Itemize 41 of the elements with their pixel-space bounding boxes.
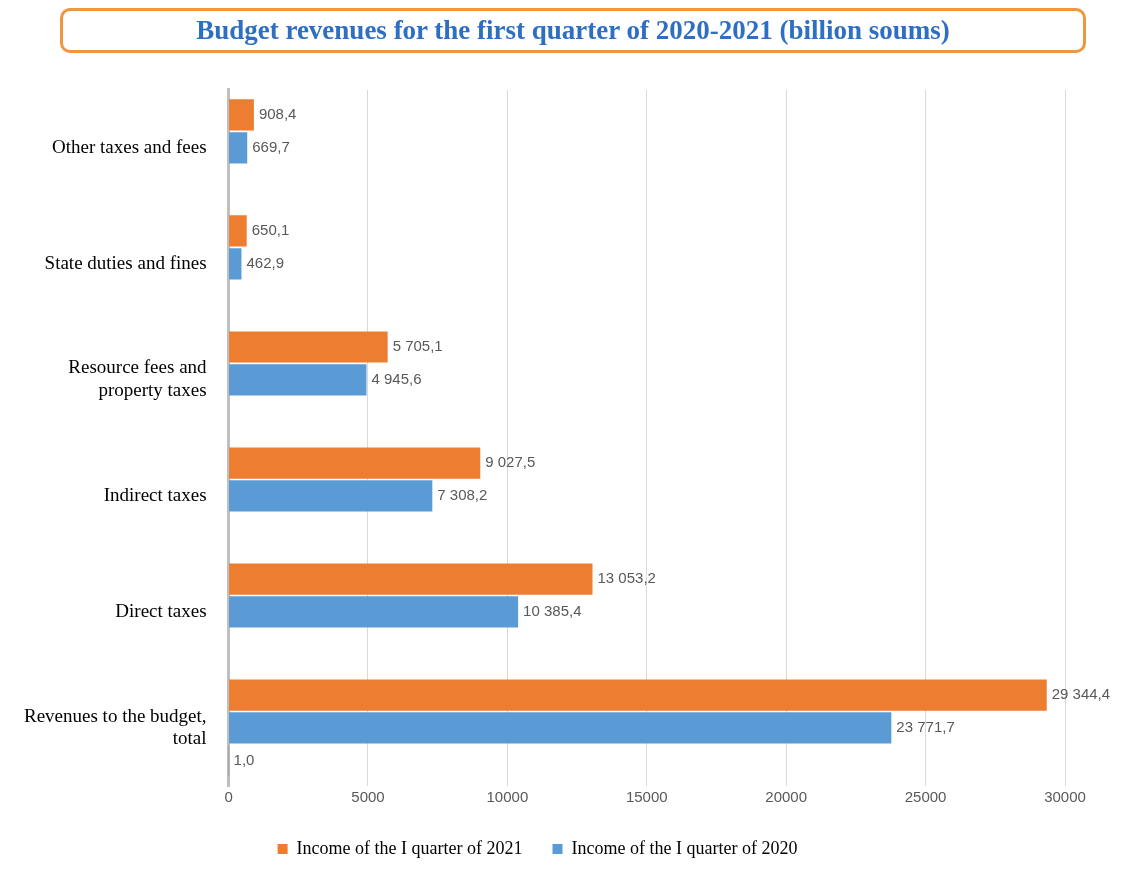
bar xyxy=(229,215,247,247)
data-label: 13 053,2 xyxy=(597,569,656,587)
x-tick-label: 15000 xyxy=(625,788,668,806)
bar xyxy=(229,480,433,512)
data-label: 650,1 xyxy=(251,221,290,239)
x-tick-label: 0 xyxy=(224,788,233,806)
bar xyxy=(229,447,481,479)
bar xyxy=(229,132,248,164)
y-tick-label: Revenues to the budget, total xyxy=(23,704,207,749)
data-label: 462,9 xyxy=(246,253,285,271)
data-label: 669,7 xyxy=(252,137,290,155)
y-tick-label: Resource fees and property taxes xyxy=(68,356,208,401)
data-label: 908,4 xyxy=(258,105,297,123)
data-label: 4 945,6 xyxy=(371,370,422,388)
data-label: 9 027,5 xyxy=(485,453,536,471)
data-label: 5 705,1 xyxy=(392,337,443,355)
y-tick-label: State duties and fines xyxy=(44,251,207,273)
y-tick-label: Indirect taxes xyxy=(103,483,207,505)
data-label: 10 385,4 xyxy=(523,602,582,620)
data-label: 7 308,2 xyxy=(437,486,488,504)
legend-label: Income of the I quarter of 2020 xyxy=(571,837,798,858)
bar xyxy=(229,99,254,131)
bar xyxy=(229,679,1047,711)
bar xyxy=(229,248,242,280)
bar xyxy=(229,331,388,363)
data-label: 23 771,7 xyxy=(896,718,955,736)
y-tick-label: Direct taxes xyxy=(115,599,207,621)
x-tick-label: 20000 xyxy=(765,788,808,806)
data-label: 29 344,4 xyxy=(1051,685,1111,703)
bar xyxy=(229,364,367,396)
x-tick-label: 30000 xyxy=(1044,788,1086,806)
x-tick-label: 5000 xyxy=(351,788,385,806)
bar xyxy=(229,563,593,595)
y-tick-label: Other taxes and fees xyxy=(51,135,207,157)
x-tick-label: 25000 xyxy=(904,788,947,806)
x-tick-label: 10000 xyxy=(486,788,529,806)
bar xyxy=(229,596,519,628)
legend-label: Income of the I quarter of 2021 xyxy=(296,837,523,858)
data-label: 1,0 xyxy=(233,751,255,768)
bar xyxy=(229,712,892,744)
chart-title: Budget revenues for the first quarter of 2020-2021 (billion soums) xyxy=(60,8,1086,53)
